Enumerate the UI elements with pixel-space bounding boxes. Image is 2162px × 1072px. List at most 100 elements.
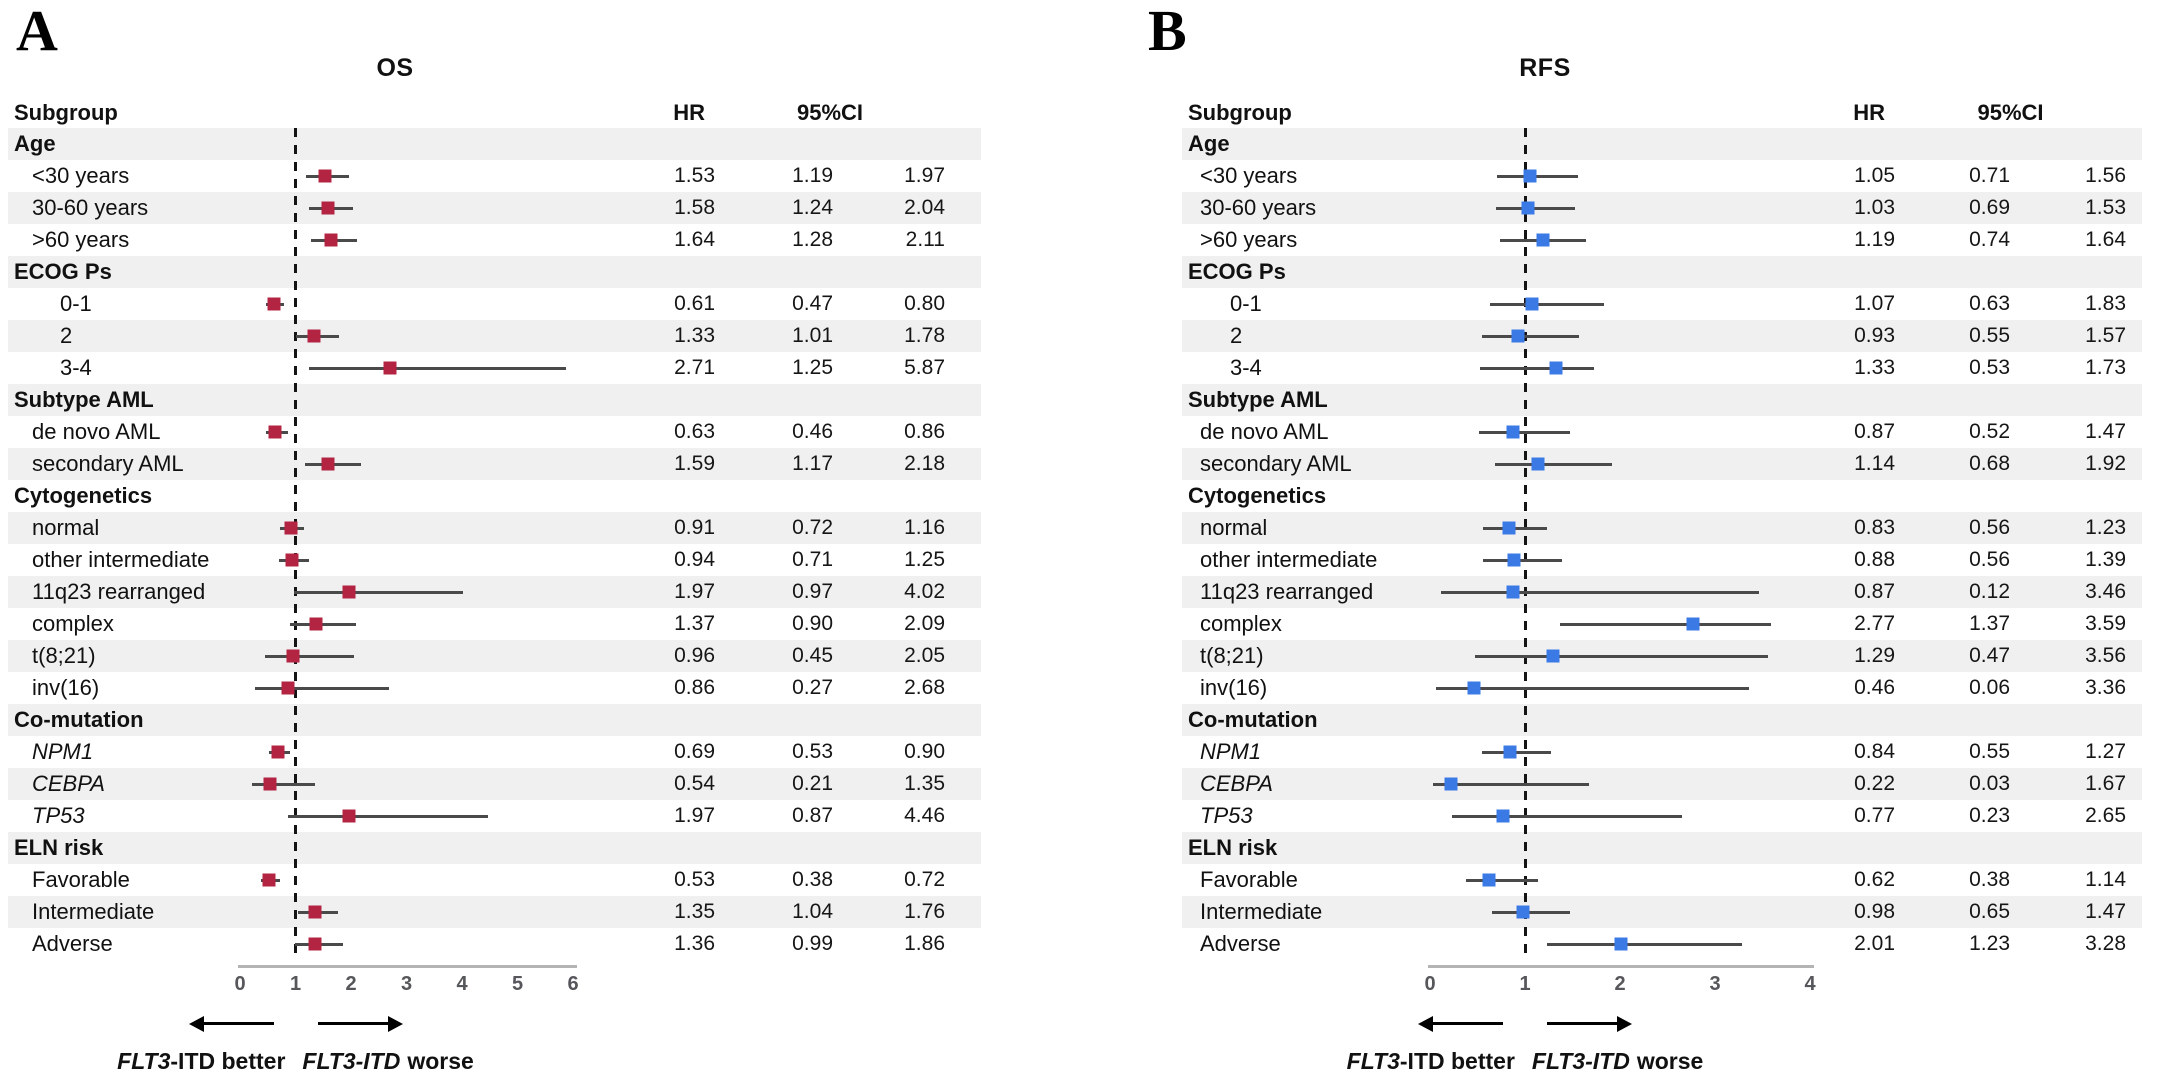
table-row: Favorable 0.62 0.38 1.14 [1182,864,2142,896]
hr-value: 1.53 [674,164,715,187]
plot-cell [1430,288,1820,320]
ci-low-value: 0.65 [1969,900,2010,923]
axis-line [238,965,577,968]
row-label: NPM1 [1200,739,1262,764]
plot-cell [240,704,585,736]
plot-cell [240,352,585,384]
ci-low-value: 0.38 [1969,868,2010,891]
row-label: 3-4 [1230,355,1262,380]
section-row: Subtype AML [8,384,981,416]
hr-value [1820,128,1895,160]
ci-low-value [1895,832,2010,864]
forest-marker [1507,553,1521,567]
row-label: 0-1 [60,291,92,316]
forest-marker [1536,233,1550,247]
forest-marker [1523,169,1537,183]
direction-label-right: FLT3-ITD worse [302,1048,473,1072]
plot-cell [1430,768,1820,800]
row-label: secondary AML [1200,451,1352,476]
hr-value: 1.19 [1854,228,1895,251]
x-axis: 0 1 2 3 4 5 6 [8,960,981,1006]
panel-title: OS [376,54,414,82]
ci-low-value: 1.17 [792,452,833,475]
forest-marker [267,297,281,311]
forest-marker [1686,617,1700,631]
hr-value: 0.69 [674,740,715,763]
ci-line [1441,590,1759,594]
arrow-left-icon [1418,1015,1503,1032]
row-label: Adverse [1200,931,1281,956]
row-label: CEBPA [32,771,105,796]
hr-value: 0.98 [1854,900,1895,923]
table-row: 0-1 0.61 0.47 0.80 [8,288,981,320]
hr-value: 1.97 [674,804,715,827]
forest-marker [1614,937,1628,951]
section-label: Age [1188,131,1230,156]
hr-value: 1.37 [674,612,715,635]
plot-cell [1430,224,1820,256]
row-label: 2 [60,323,73,348]
arrow-left-icon [188,1015,274,1032]
ci-low-value: 0.97 [792,580,833,603]
plot-cell [1430,704,1820,736]
plot-cell [1430,256,1820,288]
table-row: CEBPA 0.22 0.03 1.67 [1182,768,2142,800]
column-header-subgroup: Subgroup [14,100,118,125]
table-row: 0-1 1.07 0.63 1.83 [1182,288,2142,320]
axis-tick-label: 2 [345,973,357,995]
ci-line [1480,366,1595,370]
ci-high-value: 1.67 [2085,772,2126,795]
forest-marker [308,905,322,919]
ci-low-value [715,256,833,288]
hr-value: 0.86 [674,676,715,699]
ci-low-value: 0.55 [1969,740,2010,763]
plot-cell [240,896,585,928]
plot-cell [1430,480,1820,512]
direction-label-right: FLT3-ITD worse [1532,1048,1703,1072]
hr-value [1820,256,1895,288]
table-row: Intermediate 1.35 1.04 1.76 [8,896,981,928]
forest-marker [308,937,322,951]
table-row: 30-60 years 1.03 0.69 1.53 [1182,192,2142,224]
forest-marker [1511,329,1525,343]
plot-cell [1430,736,1820,768]
row-label: t(8;21) [32,643,96,668]
direction-labels: FLT3-ITD better FLT3-ITD worse [8,1042,981,1072]
table-row: normal 0.83 0.56 1.23 [1182,512,2142,544]
plot-cell [1430,800,1820,832]
table-row: >60 years 1.64 1.28 2.11 [8,224,981,256]
ci-line [264,654,354,658]
table-row: TP53 1.97 0.87 4.46 [8,800,981,832]
forest-marker [1444,777,1458,791]
forest-marker [262,873,276,887]
ci-high-value: 1.76 [904,900,945,923]
axis-tick-label: 2 [1614,973,1626,995]
row-label: <30 years [1200,163,1298,188]
ci-high-value [833,832,981,864]
hr-value: 1.59 [674,452,715,475]
x-axis: 0 1 2 3 4 [1182,960,2142,1006]
direction-text: -ITD better [1399,1048,1515,1072]
hr-value: 0.84 [1854,740,1895,763]
table-row: complex 1.37 0.90 2.09 [8,608,981,640]
hr-value [1820,384,1895,416]
row-label: TP53 [1200,803,1253,828]
axis-tick-label: 6 [567,973,579,995]
section-label: ECOG Ps [14,259,112,284]
plot-cell [240,832,585,864]
hr-value: 1.14 [1854,452,1895,475]
ci-low-value: 0.12 [1969,580,2010,603]
plot-cell [240,736,585,768]
table-row: de novo AML 0.87 0.52 1.47 [1182,416,2142,448]
ci-low-value: 1.01 [792,324,833,347]
ci-high-value [2010,384,2142,416]
plot-cell [240,672,585,704]
ci-high-value [833,704,981,736]
ci-line [1435,686,1750,690]
ci-high-value: 1.92 [2085,452,2126,475]
ci-low-value [715,480,833,512]
section-row: Cytogenetics [1182,480,2142,512]
ci-line [1482,750,1551,754]
hr-value [585,832,715,864]
forest-marker [284,521,297,535]
